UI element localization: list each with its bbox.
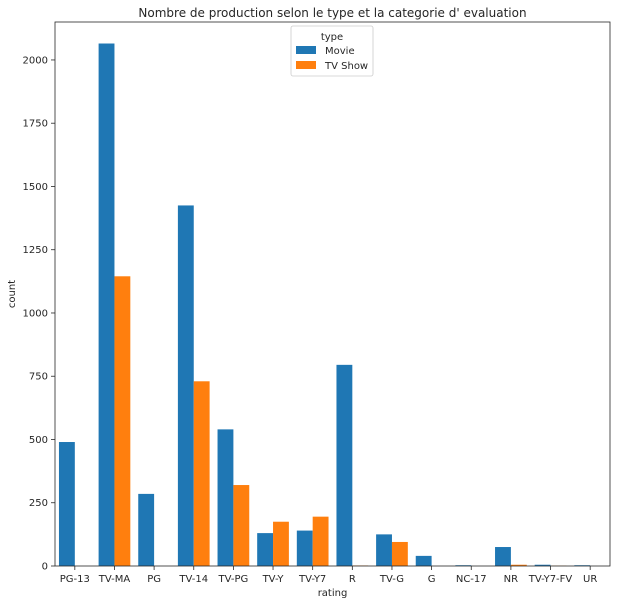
- x-tick-label-nc-17: NC-17: [456, 574, 487, 585]
- bar-tv-show-tv-y: [273, 521, 289, 566]
- y-tick-label: 750: [29, 372, 48, 383]
- bar-tv-show-nr: [510, 564, 527, 566]
- x-axis-label: rating: [318, 588, 348, 599]
- bar-tv-show-tv-pg: [233, 485, 250, 566]
- y-tick-label: 1750: [23, 119, 48, 130]
- y-tick-label: 0: [42, 562, 48, 573]
- bar-movie-nr: [495, 547, 511, 566]
- y-tick-label: 1500: [23, 182, 48, 193]
- x-tick-label-r: R: [349, 574, 356, 585]
- bar-movie-g: [415, 555, 432, 566]
- x-tick-label-tv-14: TV-14: [178, 574, 208, 585]
- legend-label-tv-show: TV Show: [324, 61, 368, 72]
- y-tick-label: 1250: [23, 245, 48, 256]
- legend-swatch-tv-show: [296, 61, 316, 69]
- legend-title: type: [321, 32, 343, 43]
- bar-movie-tv-g: [376, 534, 392, 566]
- y-tick-label: 2000: [23, 55, 48, 66]
- plot-area: [58, 43, 591, 567]
- bar-movie-tv-pg: [217, 429, 234, 566]
- bar-movie-tv-y: [257, 533, 274, 566]
- x-tick-label-ur: UR: [583, 574, 597, 585]
- bar-movie-pg: [138, 493, 155, 566]
- x-tick-label-pg: PG: [147, 574, 161, 585]
- bar-movie-tv-y7-fv: [534, 564, 551, 566]
- x-axis: PG-13 TV-MA PG TV-14 TV-PG TV-Y TV-Y7 R TV-G G NC-…: [60, 566, 597, 585]
- bar-movie-tv-y7: [296, 530, 313, 566]
- bar-movie-r: [336, 364, 353, 566]
- x-tick-label-tv-y7: TV-Y7: [298, 574, 326, 585]
- x-tick-label-tv-ma: TV-MA: [98, 574, 131, 585]
- x-tick-label-pg-13: PG-13: [60, 574, 90, 585]
- legend: type Movie TV Show: [290, 25, 374, 77]
- bar-tv-show-tv-14: [193, 381, 210, 566]
- legend-label-movie: Movie: [325, 46, 355, 57]
- chart-title: Nombre de production selon le type et la…: [138, 6, 526, 20]
- x-tick-label-g: G: [428, 574, 436, 585]
- bar-movie-pg-13: [58, 442, 75, 566]
- x-tick-label-tv-y: TV-Y: [262, 574, 285, 585]
- bar-movie-tv-ma: [98, 43, 115, 567]
- bar-tv-show-tv-y7: [312, 516, 329, 566]
- y-tick-label: 1000: [23, 308, 48, 319]
- y-tick-label: 250: [29, 498, 48, 509]
- x-tick-label-tv-pg: TV-PG: [218, 574, 249, 585]
- y-axis-label: count: [7, 280, 18, 308]
- bar-tv-show-tv-g: [391, 541, 408, 566]
- y-axis: 0 250 500 750 1000 1250 1500 1750 2000: [23, 55, 55, 573]
- x-tick-label-nr: NR: [504, 574, 518, 585]
- y-tick-label: 500: [29, 435, 48, 446]
- x-tick-label-tv-y7-fv: TV-Y7-FV: [528, 574, 573, 585]
- x-tick-label-tv-g: TV-G: [379, 574, 404, 585]
- plot-frame: [54, 21, 611, 567]
- bar-movie-tv-14: [177, 205, 194, 566]
- legend-swatch-movie: [296, 46, 316, 54]
- bar-tv-show-tv-ma: [114, 276, 131, 566]
